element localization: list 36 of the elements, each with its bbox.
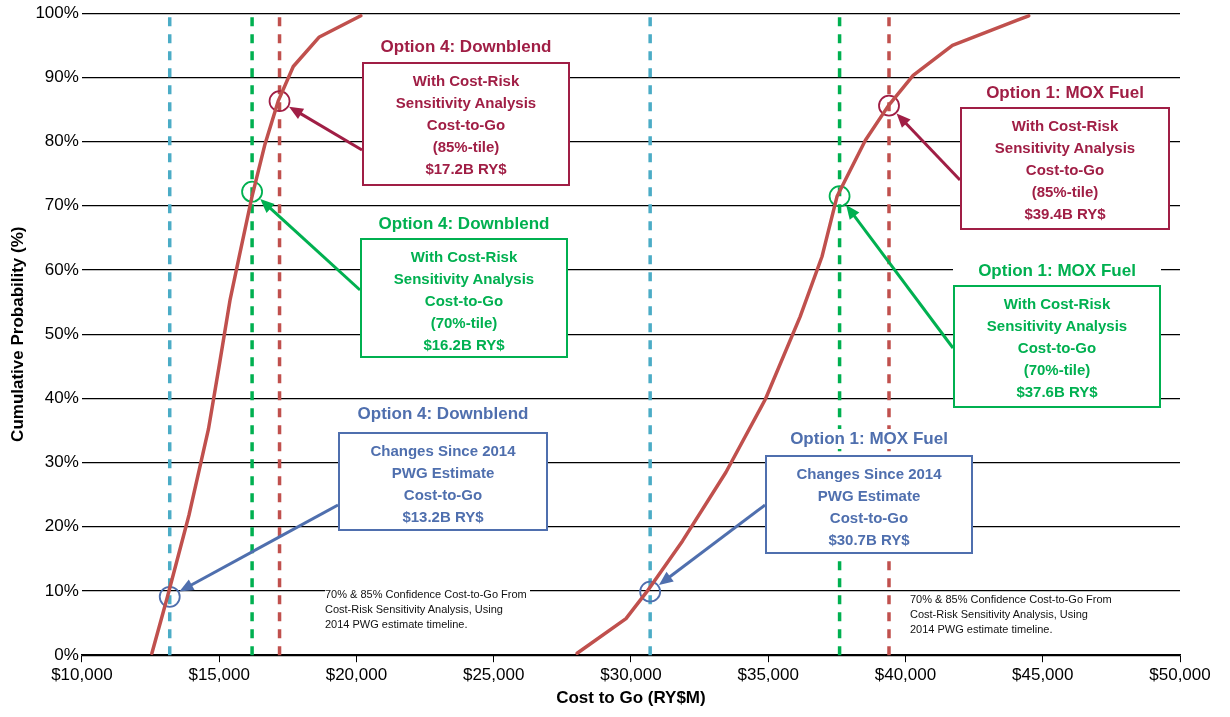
y-tick-label: 70%: [44, 195, 79, 215]
point: [268, 90, 291, 113]
callout-box: With Cost-Risk Sensitivity Analysis Cost-to-Go (70%-tile) $37.6B RY$: [953, 285, 1161, 408]
annotation: 70% & 85% Confidence Cost-to-Go From Cost-Risk Sensitivity Analysis, Using 2014 PWG estimate timeline.: [325, 587, 530, 632]
y-tick-label: 0%: [54, 644, 79, 664]
callout-box: Changes Since 2014 PWG Estimate Cost-to-Go $13.2B RY$: [338, 432, 548, 531]
y-tick-label: 50%: [44, 323, 79, 343]
annotation: 70% & 85% Confidence Cost-to-Go From Cost-Risk Sensitivity Analysis, Using 2014 PWG estimate timeline.: [910, 592, 1115, 637]
y-tick-label: 10%: [44, 580, 79, 600]
y-tick-label: 90%: [44, 67, 79, 87]
y-tick-label: 30%: [44, 452, 79, 472]
callout-box: Changes Since 2014 PWG Estimate Cost-to-Go $30.7B RY$: [765, 455, 973, 554]
y-tick-label: 80%: [44, 131, 79, 151]
x-tick-label: $50,000: [1149, 665, 1211, 685]
y-tick-label: 20%: [44, 516, 79, 536]
y-tick-label: 60%: [44, 259, 79, 279]
callout-box: With Cost-Risk Sensitivity Analysis Cost-to-Go (85%-tile) $17.2B RY$: [362, 62, 570, 186]
x-tick-label: $30,000: [600, 665, 662, 685]
callout-box: With Cost-Risk Sensitivity Analysis Cost-to-Go (85%-tile) $39.4B RY$: [960, 107, 1170, 230]
point: [241, 180, 263, 203]
x-tick-label: $20,000: [325, 665, 388, 685]
y-tick-label: 100%: [35, 2, 79, 22]
point: [828, 185, 851, 208]
y-axis-title: Cumulative Probability (%): [7, 226, 27, 442]
y-tick-label: 40%: [44, 388, 79, 408]
x-tick-label: $15,000: [188, 665, 250, 685]
x-tick-label: $40,000: [874, 665, 937, 685]
x-tick-label: $25,000: [462, 665, 525, 685]
point: [158, 585, 181, 608]
x-axis-title: Cost to Go (RY$M): [556, 688, 706, 708]
point: [878, 94, 900, 117]
x-tick-label: $35,000: [737, 665, 799, 685]
point: [639, 580, 662, 603]
x-tick-label: $10,000: [51, 665, 113, 685]
callout-box: With Cost-Risk Sensitivity Analysis Cost-to-Go (70%-tile) $16.2B RY$: [360, 238, 568, 358]
x-tick-label: $45,000: [1012, 665, 1074, 685]
